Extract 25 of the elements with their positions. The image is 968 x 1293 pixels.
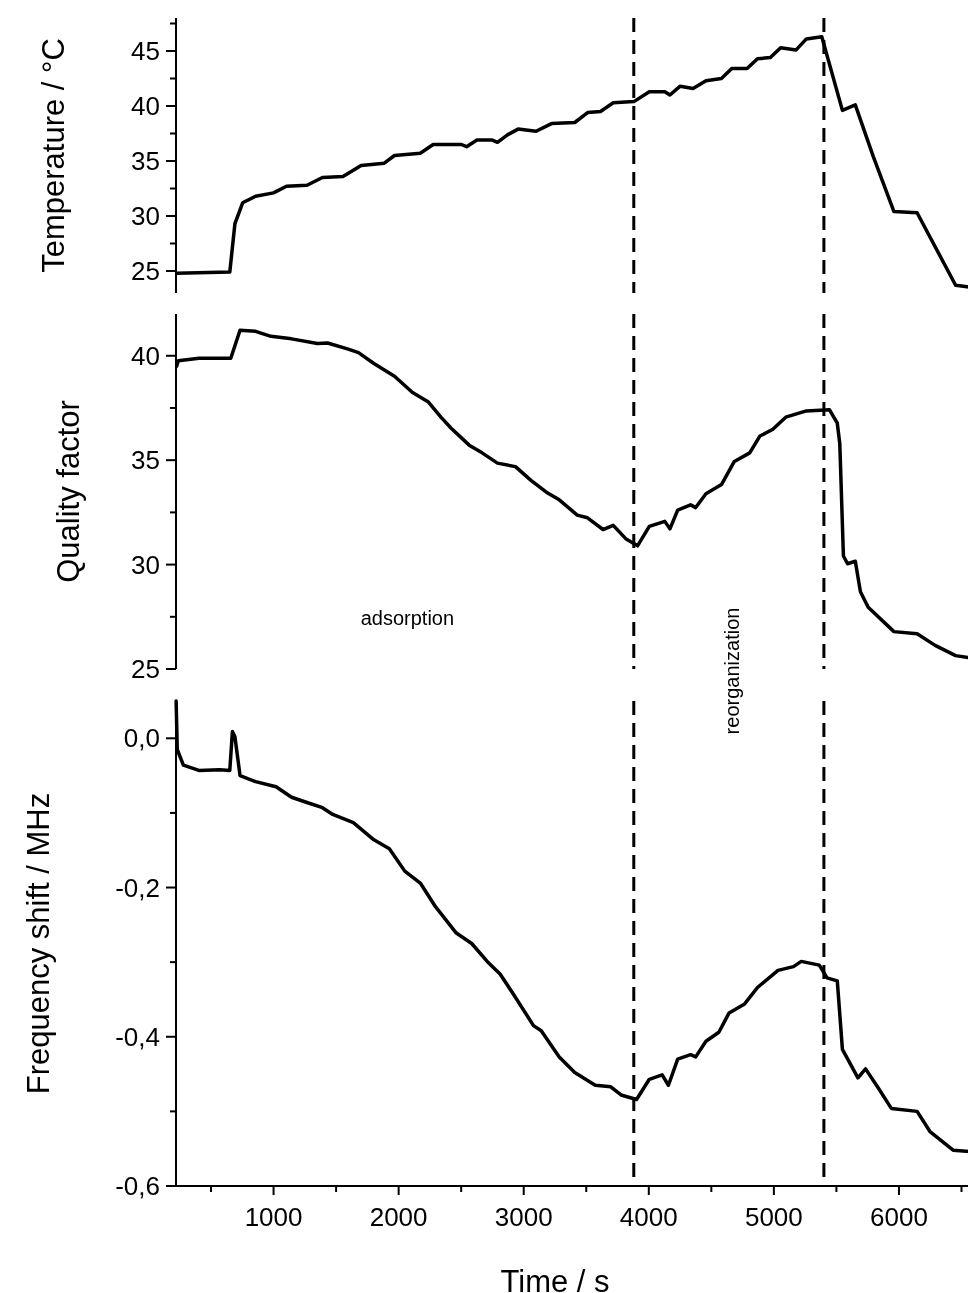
y-tick-label: 30 bbox=[131, 201, 160, 232]
x-tick-label: 4000 bbox=[619, 1202, 678, 1232]
y-tick-label: 35 bbox=[131, 445, 160, 476]
y-axis-title: Quality factor bbox=[50, 400, 86, 583]
y-tick-label: -0,4 bbox=[115, 1021, 160, 1052]
annotation: adsorption bbox=[360, 607, 455, 629]
y-tick-label: 30 bbox=[131, 549, 160, 580]
y-tick-label: 35 bbox=[131, 146, 160, 177]
x-tick-label: 6000 bbox=[870, 1202, 928, 1232]
y-tick-label: -0,2 bbox=[115, 872, 160, 903]
y-tick-label: -0,6 bbox=[115, 1171, 160, 1202]
y-axis-title: Frequency shift / MHz bbox=[20, 792, 56, 1095]
y-tick-label: 0,0 bbox=[123, 723, 160, 754]
y-axis-title: Temperature / °C bbox=[35, 38, 71, 273]
x-tick-label: 3000 bbox=[494, 1202, 553, 1232]
annotation: reorganization bbox=[721, 607, 743, 735]
x-tick-label: 1000 bbox=[244, 1202, 303, 1232]
x-axis-title: Time / s bbox=[500, 1264, 610, 1293]
y-tick-label: 40 bbox=[131, 340, 160, 371]
y-tick-label: 45 bbox=[131, 36, 160, 67]
y-tick-label: 25 bbox=[131, 654, 160, 685]
y-tick-label: 25 bbox=[131, 256, 160, 287]
y-tick-label: 40 bbox=[131, 91, 160, 122]
x-tick-label: 2000 bbox=[369, 1202, 428, 1232]
x-tick-label: 5000 bbox=[744, 1202, 803, 1232]
